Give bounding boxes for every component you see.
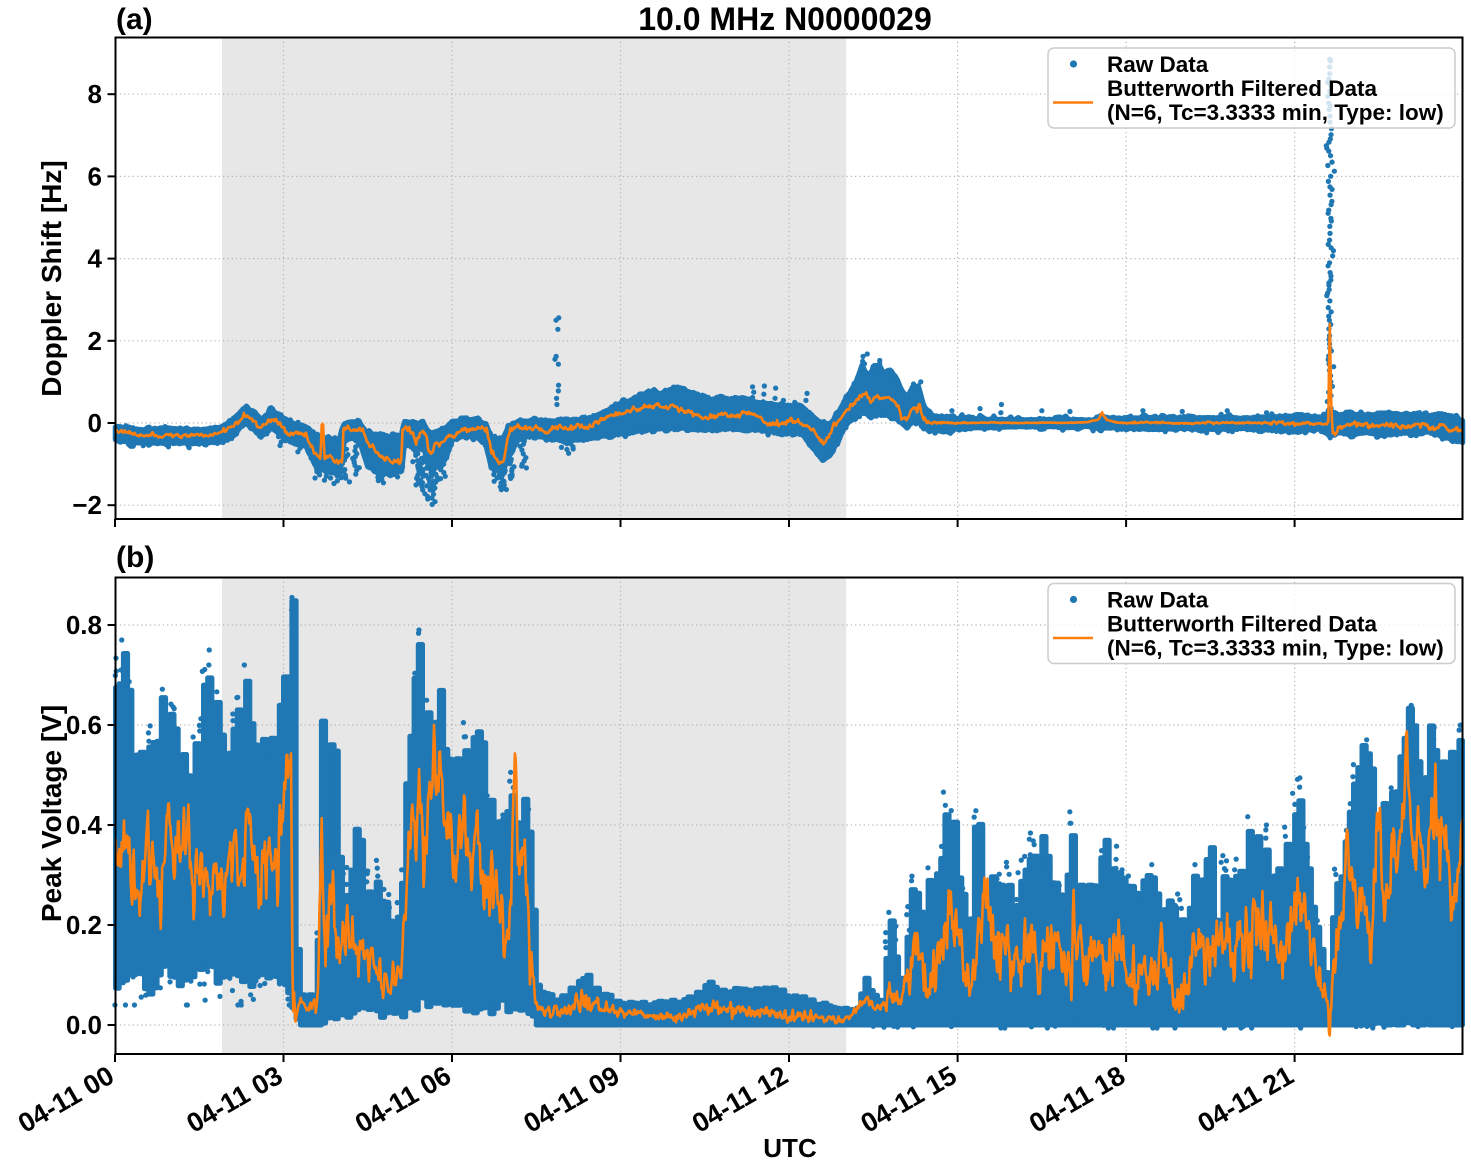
svg-text:Raw Data: Raw Data [1107,52,1209,77]
svg-text:(N=6, Tc=3.3333 min, Type: low: (N=6, Tc=3.3333 min, Type: low) [1107,100,1444,125]
svg-text:0.6: 0.6 [66,710,102,740]
svg-text:2: 2 [88,326,102,356]
svg-text:Raw Data: Raw Data [1107,588,1209,613]
svg-text:0.2: 0.2 [66,910,102,940]
svg-text:UTC: UTC [763,1133,817,1163]
svg-text:(N=6, Tc=3.3333 min, Type: low: (N=6, Tc=3.3333 min, Type: low) [1107,636,1444,661]
svg-text:Doppler Shift [Hz]: Doppler Shift [Hz] [36,160,67,396]
svg-text:8: 8 [88,79,102,109]
svg-text:10.0 MHz N0000029: 10.0 MHz N0000029 [638,1,932,37]
svg-text:−2: −2 [72,490,102,520]
svg-text:0.0: 0.0 [66,1010,102,1040]
svg-text:Butterworth Filtered Data: Butterworth Filtered Data [1107,612,1378,637]
svg-text:0: 0 [88,408,102,438]
svg-text:Peak Voltage [V]: Peak Voltage [V] [36,705,67,922]
svg-text:0.4: 0.4 [66,810,103,840]
svg-text:0.8: 0.8 [66,610,102,640]
svg-text:6: 6 [88,161,102,191]
svg-text:(b): (b) [116,541,154,574]
svg-text:4: 4 [88,244,103,274]
svg-text:Butterworth Filtered Data: Butterworth Filtered Data [1107,76,1378,101]
svg-text:(a): (a) [116,3,153,36]
